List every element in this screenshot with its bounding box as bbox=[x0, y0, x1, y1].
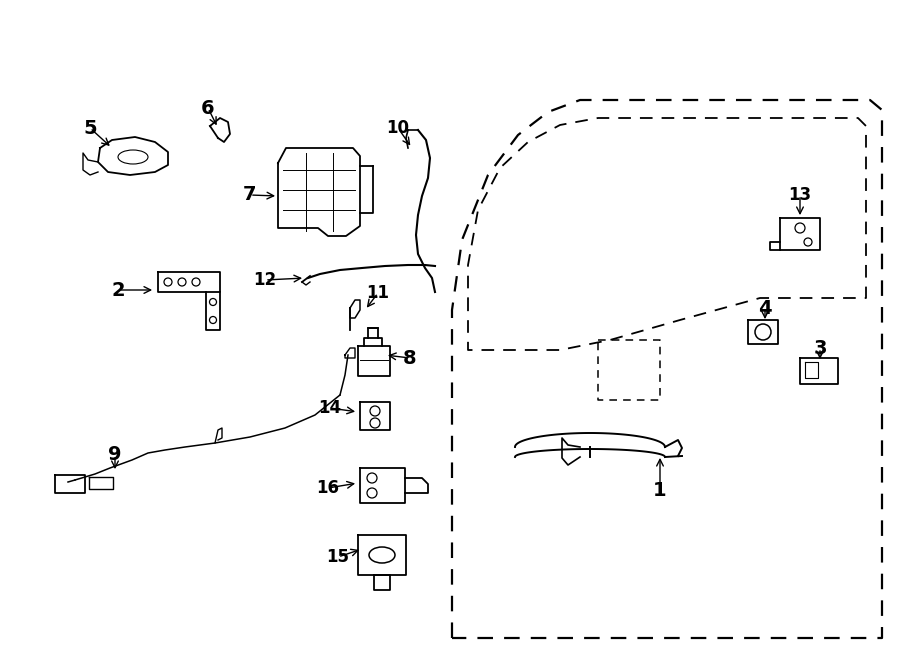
Text: 4: 4 bbox=[758, 299, 772, 317]
Text: 8: 8 bbox=[403, 348, 417, 368]
Text: 10: 10 bbox=[386, 119, 410, 137]
Text: 7: 7 bbox=[243, 186, 256, 204]
Text: 5: 5 bbox=[83, 118, 97, 137]
Text: 2: 2 bbox=[112, 280, 125, 299]
Text: 9: 9 bbox=[108, 446, 122, 465]
Text: 15: 15 bbox=[327, 548, 349, 566]
Text: 6: 6 bbox=[202, 98, 215, 118]
Text: 13: 13 bbox=[788, 186, 812, 204]
Text: 11: 11 bbox=[366, 284, 390, 302]
Text: 14: 14 bbox=[319, 399, 342, 417]
Text: 16: 16 bbox=[317, 479, 339, 497]
Text: 12: 12 bbox=[254, 271, 276, 289]
Text: 3: 3 bbox=[814, 338, 827, 358]
Text: 1: 1 bbox=[653, 481, 667, 500]
